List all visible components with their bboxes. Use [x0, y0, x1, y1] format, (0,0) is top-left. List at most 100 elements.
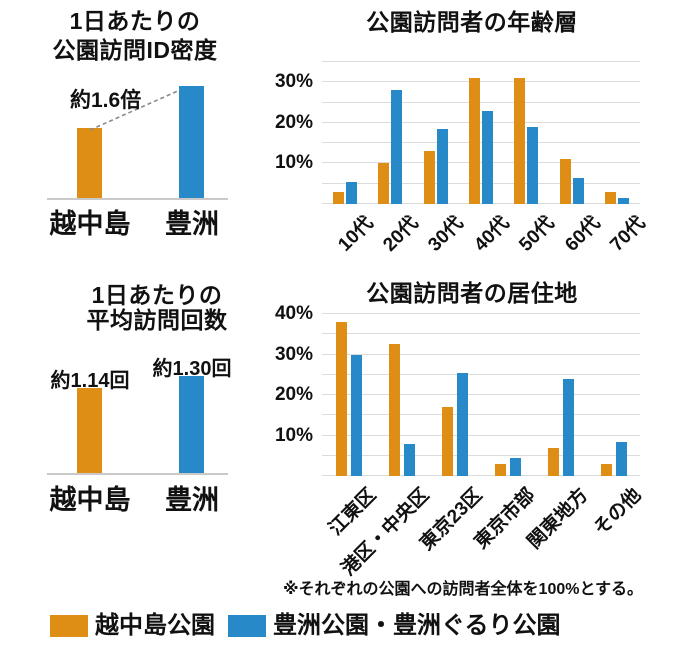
bar-30代-越中島公園	[423, 151, 435, 204]
category-label-その他: その他	[590, 484, 646, 540]
bar-20代-豊洲公園・豊洲ぐるり公園	[391, 90, 403, 204]
chart-title: 公園訪問者の居住地	[366, 280, 578, 306]
bar-40代-豊洲公園・豊洲ぐるり公園	[481, 110, 493, 204]
category-label-etchujima: 越中島	[49, 485, 131, 515]
y-tick-label: 10%	[274, 424, 313, 446]
plot-area	[322, 313, 640, 476]
gridline	[322, 162, 640, 164]
gridline	[322, 203, 640, 204]
ratio-annotation: 約1.6倍	[70, 89, 142, 112]
bar-group-東京市部	[494, 314, 521, 476]
chart-title-line: 平均訪問回数	[86, 307, 228, 333]
bar-60代-豊洲公園・豊洲ぐるり公園	[572, 177, 584, 204]
bar-toyosu	[179, 376, 204, 473]
bar-group-30代	[423, 62, 448, 204]
bar-group-50代	[514, 62, 539, 204]
gridline	[322, 373, 640, 375]
bar-関東地方-越中島公園	[547, 447, 559, 476]
gridline	[322, 475, 640, 476]
bar-20代-越中島公園	[378, 163, 390, 204]
gridline	[322, 61, 640, 62]
category-label-toyosu: 豊洲	[165, 485, 219, 515]
bar-etchujima	[77, 128, 102, 198]
chart-title: 1日あたりの 平均訪問回数	[42, 283, 272, 333]
bar-東京23区-越中島公園	[441, 407, 453, 476]
bar-group-70代	[605, 62, 630, 204]
gridline	[322, 142, 640, 144]
gridline	[322, 454, 640, 456]
bar-関東地方-豊洲公園・豊洲ぐるり公園	[562, 378, 574, 476]
gridline	[322, 394, 640, 395]
bar-40代-越中島公園	[468, 78, 480, 204]
bar-groups	[322, 314, 640, 476]
plot-area	[322, 61, 640, 204]
y-tick-label: 20%	[274, 384, 313, 405]
gridline	[322, 333, 640, 335]
gridline	[322, 101, 640, 103]
bar-group-関東地方	[547, 314, 574, 476]
legend-swatch-orange	[50, 614, 88, 637]
bar-60代-越中島公園	[559, 159, 571, 204]
bar-江東区-越中島公園	[335, 322, 347, 476]
bar-江東区-豊洲公園・豊洲ぐるり公園	[350, 354, 362, 476]
plot-area	[47, 363, 228, 475]
legend-label: 豊洲公園・豊洲ぐるり公園	[273, 612, 561, 639]
y-tick-label: 30%	[274, 343, 313, 365]
legend: 越中島公園 豊洲公園・豊洲ぐるり公園	[50, 612, 561, 639]
bar-東京23区-豊洲公園・豊洲ぐるり公園	[456, 372, 468, 476]
gridline	[322, 182, 640, 184]
bar-group-60代	[559, 62, 584, 204]
bar-東京市部-豊洲公園・豊洲ぐるり公園	[509, 457, 521, 476]
bar-港区・中央区-越中島公園	[388, 344, 400, 476]
gridline	[322, 81, 640, 83]
chart-title-line: 公園訪問ID密度	[52, 37, 218, 63]
bar-70代-豊洲公園・豊洲ぐるり公園	[618, 197, 630, 204]
bar-その他-豊洲公園・豊洲ぐるり公園	[615, 441, 627, 476]
bar-30代-豊洲公園・豊洲ぐるり公園	[436, 128, 448, 204]
bar-group-江東区	[335, 314, 362, 476]
gridline	[322, 434, 640, 436]
bar-10代-越中島公園	[332, 191, 344, 204]
bar-group-その他	[600, 314, 627, 476]
bar-その他-越中島公園	[600, 463, 612, 476]
legend-swatch-blue	[228, 614, 266, 637]
bar-70代-越中島公園	[605, 191, 617, 204]
y-tick-label: 20%	[274, 111, 313, 133]
chart-title-line: 1日あたりの	[91, 282, 223, 308]
gridline	[322, 121, 640, 123]
bar-toyosu	[179, 86, 204, 198]
bar-group-40代	[468, 62, 493, 204]
bar-group-10代	[332, 62, 357, 204]
y-tick-label: 40%	[274, 303, 313, 324]
bar-group-20代	[378, 62, 403, 204]
bar-group-東京23区	[441, 314, 468, 476]
bar-東京市部-越中島公園	[494, 463, 506, 476]
bar-10代-豊洲公園・豊洲ぐるり公園	[345, 181, 357, 204]
bar-etchujima	[77, 388, 102, 473]
bar-50代-越中島公園	[514, 78, 526, 204]
legend-item-toyosu: 豊洲公園・豊洲ぐるり公園	[228, 612, 561, 639]
gridline	[322, 353, 640, 355]
chart-title: 公園訪問者の年齢層	[366, 9, 578, 35]
y-tick-label: 10%	[274, 152, 313, 174]
footnote: ※それぞれの公園への訪問者全体を100%とする。	[283, 581, 643, 598]
bar-value-label-toyosu: 約1.30回	[152, 358, 232, 380]
legend-item-etchujima: 越中島公園	[50, 612, 215, 639]
plot-area	[47, 74, 228, 200]
bar-value-label-etchujima: 約1.14回	[50, 370, 130, 392]
category-label-toyosu: 豊洲	[165, 209, 219, 239]
bar-50代-豊洲公園・豊洲ぐるり公園	[527, 126, 539, 204]
gridline	[322, 414, 640, 416]
chart-title-line: 1日あたりの	[69, 8, 201, 34]
bar-group-港区・中央区	[388, 314, 415, 476]
legend-label: 越中島公園	[95, 612, 215, 639]
y-tick-label: 30%	[274, 71, 313, 93]
bar-港区・中央区-豊洲公園・豊洲ぐるり公園	[403, 443, 415, 476]
chart-title: 1日あたりの 公園訪問ID密度	[20, 7, 250, 65]
bar-groups	[322, 62, 640, 204]
gridline	[322, 313, 640, 314]
